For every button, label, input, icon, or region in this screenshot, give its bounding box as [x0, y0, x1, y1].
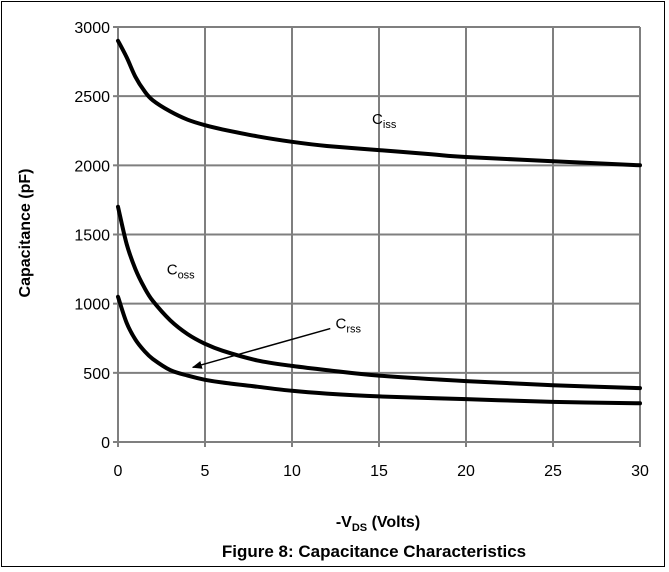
series-label-sub: rss: [346, 324, 361, 336]
x-tick-label-0: 0: [114, 463, 123, 480]
y-tick-label-1000: 1000: [74, 297, 110, 314]
series-line-crss: [116, 294, 642, 406]
x-axis-title-sub: DS: [352, 522, 367, 534]
x-tick-label-20: 20: [457, 463, 475, 480]
series-line-ciss: [116, 38, 642, 168]
series-label-sub: iss: [383, 119, 397, 131]
series-label-coss: Coss: [167, 262, 195, 282]
series-label-main: C: [372, 111, 383, 128]
series-label-crss: Crss: [336, 316, 362, 336]
x-tick-label-30: 30: [631, 463, 649, 480]
axes: [113, 26, 641, 447]
series-label-ciss: Ciss: [372, 111, 397, 131]
y-tick-label-1500: 1500: [74, 228, 110, 245]
y-tick-label-500: 500: [83, 366, 110, 383]
y-axis-title: Capacitance (pF): [17, 169, 34, 298]
series-lines: [116, 38, 642, 406]
figure-caption: Figure 8: Capacitance Characteristics: [222, 542, 526, 561]
y-tick-label-3000: 3000: [74, 20, 110, 37]
tick-labels: 0 5 10 15 20 25 30 0 500 1000 1500 2000 2500 3000: [74, 20, 649, 480]
y-tick-label-2500: 2500: [74, 89, 110, 106]
series-label-main: C: [336, 316, 347, 333]
x-tick-label-10: 10: [283, 463, 301, 480]
x-tick-label-15: 15: [370, 463, 388, 480]
grid-lines: [117, 26, 641, 443]
annotation-arrow-crss: [191, 327, 331, 369]
x-axis-title-suffix: (Volts): [367, 514, 420, 531]
series-line-coss: [116, 204, 642, 391]
series-label-main: C: [167, 262, 178, 279]
y-tick-label-2000: 2000: [74, 158, 110, 175]
x-tick-label-5: 5: [201, 463, 210, 480]
series-label-sub: oss: [178, 270, 196, 282]
y-tick-label-0: 0: [101, 435, 110, 452]
x-axis-title: -VDS (Volts): [336, 514, 420, 534]
x-axis-title-prefix: -V: [336, 514, 352, 531]
x-tick-label-25: 25: [544, 463, 562, 480]
